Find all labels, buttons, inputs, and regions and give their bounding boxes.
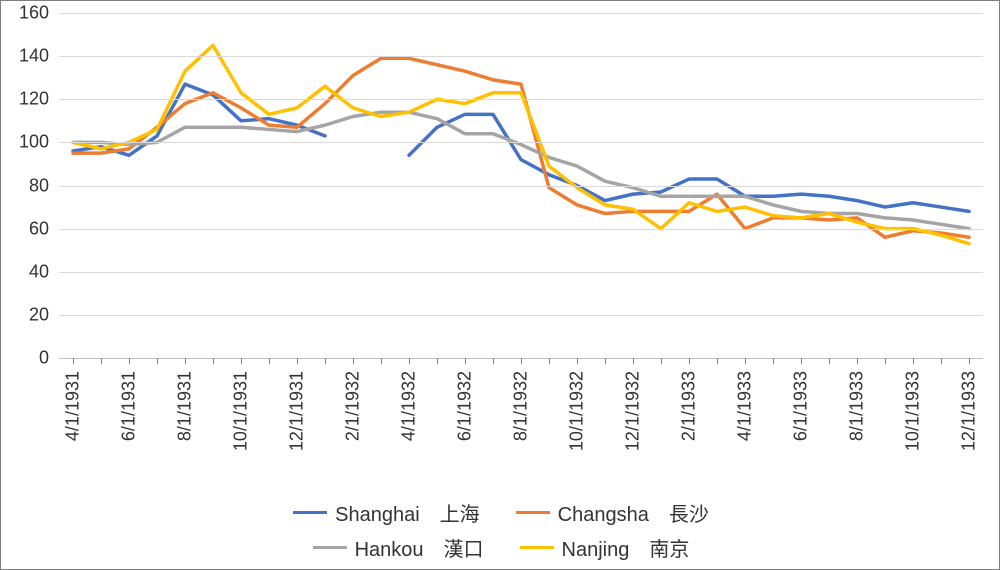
legend-swatch xyxy=(293,511,327,514)
x-tick-mark xyxy=(661,358,662,364)
y-tick-label: 40 xyxy=(1,261,49,282)
legend-row: Hankou 漢口 Nanjing 南京 xyxy=(313,533,690,562)
x-tick-mark xyxy=(633,358,634,364)
x-tick-mark xyxy=(297,358,298,364)
y-tick-label: 80 xyxy=(1,175,49,196)
legend-swatch xyxy=(313,546,347,549)
x-tick-mark xyxy=(577,358,578,364)
x-tick-mark xyxy=(353,358,354,364)
x-tick-mark xyxy=(269,358,270,364)
x-tick-mark xyxy=(381,358,382,364)
x-tick-mark xyxy=(185,358,186,364)
x-tick-label: 6/1/1933 xyxy=(791,371,812,441)
legend-item: Shanghai 上海 xyxy=(293,498,480,527)
x-tick-mark xyxy=(437,358,438,364)
x-tick-mark xyxy=(409,358,410,364)
plot-area xyxy=(59,13,983,358)
x-tick-mark xyxy=(549,358,550,364)
x-tick-label: 4/1/1931 xyxy=(63,371,84,441)
legend: Shanghai 上海 Changsha 長沙 Hankou 漢口 Nanjing … xyxy=(1,498,1000,562)
y-tick-label: 160 xyxy=(1,3,49,24)
x-tick-label: 6/1/1931 xyxy=(119,371,140,441)
x-tick-label: 10/1/1932 xyxy=(567,371,588,451)
x-tick-mark xyxy=(129,358,130,364)
legend-swatch xyxy=(520,546,554,549)
x-tick-mark xyxy=(101,358,102,364)
x-tick-label: 8/1/1932 xyxy=(511,371,532,441)
legend-label: Nanjing 南京 xyxy=(562,533,690,562)
x-tick-mark xyxy=(241,358,242,364)
y-tick-label: 100 xyxy=(1,132,49,153)
x-tick-mark xyxy=(801,358,802,364)
x-tick-mark xyxy=(521,358,522,364)
x-tick-label: 8/1/1933 xyxy=(847,371,868,441)
x-tick-mark xyxy=(605,358,606,364)
series-line xyxy=(73,112,969,228)
x-tick-mark xyxy=(885,358,886,364)
x-tick-mark xyxy=(213,358,214,364)
legend-row: Shanghai 上海 Changsha 長沙 xyxy=(293,498,709,527)
y-tick-label: 20 xyxy=(1,304,49,325)
gridline xyxy=(59,229,983,230)
x-tick-mark xyxy=(857,358,858,364)
x-tick-label: 12/1/1933 xyxy=(959,371,980,451)
legend-item: Changsha 長沙 xyxy=(516,498,709,527)
gridline xyxy=(59,315,983,316)
legend-label: Changsha 長沙 xyxy=(558,498,709,527)
x-tick-mark xyxy=(829,358,830,364)
x-tick-mark xyxy=(157,358,158,364)
y-tick-label: 120 xyxy=(1,89,49,110)
x-tick-mark xyxy=(745,358,746,364)
x-tick-label: 12/1/1932 xyxy=(623,371,644,451)
y-tick-label: 60 xyxy=(1,218,49,239)
series-line xyxy=(73,58,969,237)
legend-swatch xyxy=(516,511,550,514)
legend-item: Hankou 漢口 xyxy=(313,533,484,562)
x-tick-label: 10/1/1931 xyxy=(231,371,252,451)
legend-item: Nanjing 南京 xyxy=(520,533,690,562)
x-tick-mark xyxy=(493,358,494,364)
y-tick-label: 0 xyxy=(1,348,49,369)
line-chart: 0 20 40 60 80 100 120 140 160 4/1/1931 6/1/1931 8/… xyxy=(0,0,1000,570)
gridline xyxy=(59,272,983,273)
x-tick-mark xyxy=(913,358,914,364)
x-tick-mark xyxy=(717,358,718,364)
x-tick-mark xyxy=(689,358,690,364)
x-tick-label: 6/1/1932 xyxy=(455,371,476,441)
x-tick-label: 4/1/1932 xyxy=(399,371,420,441)
x-tick-mark xyxy=(73,358,74,364)
x-tick-mark xyxy=(941,358,942,364)
x-tick-mark xyxy=(325,358,326,364)
x-tick-label: 8/1/1931 xyxy=(175,371,196,441)
x-tick-mark xyxy=(773,358,774,364)
gridline xyxy=(59,56,983,57)
legend-label: Shanghai 上海 xyxy=(335,498,480,527)
gridline xyxy=(59,13,983,14)
x-tick-label: 4/1/1933 xyxy=(735,371,756,441)
x-tick-label: 2/1/1932 xyxy=(343,371,364,441)
gridline xyxy=(59,99,983,100)
gridline xyxy=(59,142,983,143)
y-tick-label: 140 xyxy=(1,46,49,67)
x-tick-mark xyxy=(465,358,466,364)
gridline xyxy=(59,186,983,187)
x-tick-label: 2/1/1933 xyxy=(679,371,700,441)
x-tick-label: 12/1/1931 xyxy=(287,371,308,451)
x-tick-mark xyxy=(969,358,970,364)
x-tick-label: 10/1/1933 xyxy=(903,371,924,451)
legend-label: Hankou 漢口 xyxy=(355,533,484,562)
